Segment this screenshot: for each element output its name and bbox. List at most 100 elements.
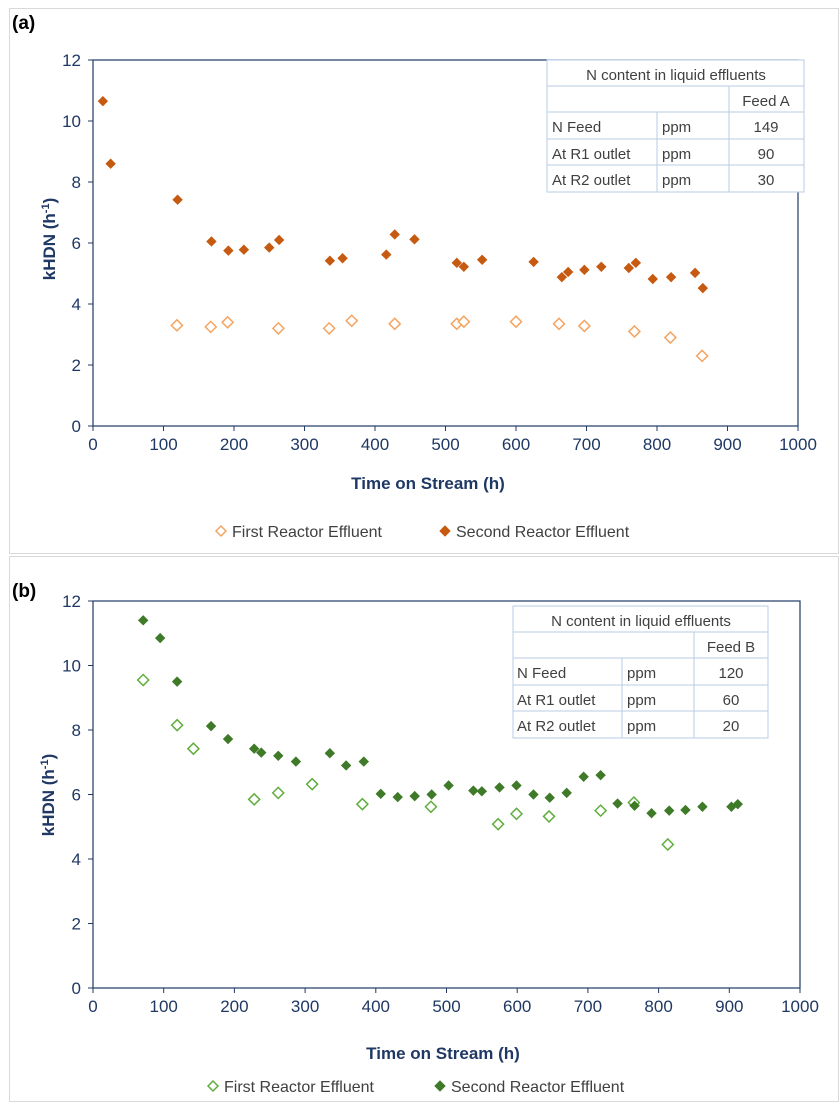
first-reactor-point	[509, 807, 524, 821]
x-tick-label: 700	[572, 435, 600, 454]
x-tick-label: 300	[291, 997, 319, 1016]
second-reactor-point	[596, 261, 607, 272]
first-reactor-point	[170, 318, 184, 332]
second-reactor-point	[697, 282, 709, 294]
second-reactor-point	[409, 234, 420, 245]
x-tick-label: 900	[715, 997, 743, 1016]
second-reactor-point	[324, 748, 336, 759]
table-title-a: N content in liquid effluents	[586, 67, 766, 84]
second-reactor-point	[595, 769, 606, 781]
x-tick-label: 700	[574, 997, 602, 1016]
second-reactor-point	[264, 242, 275, 253]
second-reactor-point	[426, 789, 437, 800]
first-reactor-point	[247, 792, 261, 806]
second-reactor-point	[171, 676, 183, 687]
first-reactor-point	[552, 317, 566, 331]
second-reactor-point	[381, 249, 392, 260]
second-reactor-point	[578, 771, 589, 782]
second-reactor-point	[137, 615, 149, 626]
second-reactor-point	[680, 804, 691, 816]
first-reactor-point	[577, 319, 591, 333]
first-reactor-point	[424, 800, 438, 814]
second-reactor-point	[528, 256, 539, 268]
second-reactor-point	[476, 254, 488, 265]
second-reactor-point	[476, 786, 488, 797]
y-tick-label: 4	[72, 850, 81, 869]
table-row-label: At R2 outlet	[552, 172, 631, 189]
table-row-label: N Feed	[552, 119, 601, 136]
first-reactor-point	[305, 777, 319, 791]
table-row-unit: ppm	[662, 146, 691, 163]
chart-panel-b: (b) Time on Stream (h) kHDN (h-1) 0 100 20…	[9, 556, 839, 1102]
second-reactor-point	[561, 787, 572, 799]
first-reactor-point	[457, 315, 471, 329]
first-reactor-point	[271, 786, 285, 800]
x-tick-label: 200	[220, 435, 248, 454]
second-reactor-point	[732, 798, 743, 810]
first-reactor-point	[221, 315, 235, 329]
second-reactor-point	[238, 244, 250, 255]
second-reactor-point	[646, 807, 657, 819]
second-reactor-point	[340, 760, 352, 771]
second-reactor-point	[389, 229, 400, 240]
x-tick-label: 500	[431, 435, 459, 454]
y-tick-label: 12	[62, 592, 81, 611]
y-tick-label: 12	[62, 51, 81, 70]
x-tick-label: 0	[88, 997, 97, 1016]
table-frame-a	[546, 59, 805, 193]
second-reactor-point	[665, 271, 677, 283]
second-reactor-point	[511, 780, 522, 791]
second-reactor-point	[458, 261, 470, 272]
table-row-value: 60	[723, 692, 740, 709]
second-reactor-point	[528, 789, 539, 800]
second-reactor-point	[630, 257, 642, 269]
second-reactor-point	[337, 253, 348, 264]
second-reactor-point	[392, 791, 403, 803]
table-row-unit: ppm	[662, 172, 691, 189]
y-tick-label: 8	[72, 721, 81, 740]
legend-open-diamond-icon-b	[206, 1079, 220, 1093]
table-row-value: 30	[758, 172, 775, 189]
table-row-value: 20	[723, 718, 740, 735]
first-reactor-point	[322, 321, 336, 335]
table-row-label: At R1 outlet	[517, 692, 596, 709]
first-reactor-point	[388, 317, 402, 331]
first-reactor-point	[491, 817, 505, 831]
table-row-unit: ppm	[627, 692, 656, 709]
n-content-table-a: N content in liquid effluents Feed A N F…	[546, 59, 805, 193]
table-row-unit: ppm	[662, 119, 691, 136]
second-reactor-point	[273, 234, 285, 246]
second-reactor-point	[556, 271, 568, 283]
second-reactor-point	[105, 158, 116, 169]
table-row-value: 120	[718, 665, 743, 682]
second-reactor-point	[97, 95, 109, 107]
legend-b: First Reactor Effluent Second Reactor Ef…	[206, 1079, 625, 1096]
y-axis-title-a: kHDN (h-1)	[40, 198, 59, 281]
second-reactor-point	[223, 245, 234, 256]
x-tick-label: 900	[713, 435, 741, 454]
table-title-b: N content in liquid effluents	[551, 613, 731, 630]
second-reactor-point	[206, 236, 217, 247]
first-reactor-point	[542, 809, 556, 823]
x-tick-label: 600	[502, 435, 530, 454]
y-tick-label: 0	[72, 417, 81, 436]
second-reactor-point	[647, 273, 658, 285]
first-reactor-point	[186, 742, 200, 756]
table-row-unit: ppm	[627, 718, 656, 735]
y-tick-label: 6	[72, 234, 81, 253]
x-tick-label: 1000	[781, 997, 819, 1016]
second-reactor-point	[697, 801, 708, 812]
y-tick-label: 8	[72, 173, 81, 192]
x-tick-label: 300	[290, 435, 318, 454]
y-tick-label: 2	[72, 356, 81, 375]
x-tick-label: 800	[643, 435, 671, 454]
y-tick-label: 4	[72, 295, 81, 314]
legend-a: First Reactor Effluent Second Reactor Ef…	[214, 524, 630, 541]
second-reactor-point	[663, 805, 675, 816]
second-reactor-point	[468, 785, 479, 796]
first-reactor-point	[271, 321, 285, 335]
chart-panel-a: (a) Time on Stream (h) kHDN (h-1) 0 100 20…	[9, 8, 839, 554]
x-tick-label: 1000	[779, 435, 817, 454]
table-feed-header-a: Feed A	[742, 93, 790, 110]
second-reactor-point	[689, 267, 701, 279]
